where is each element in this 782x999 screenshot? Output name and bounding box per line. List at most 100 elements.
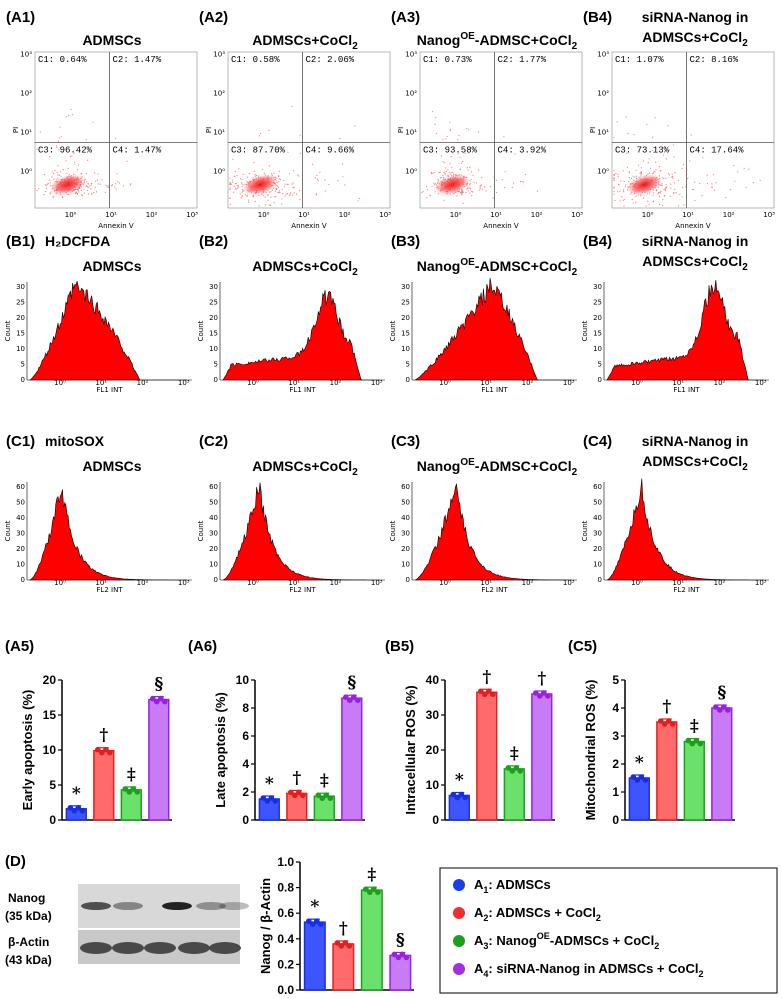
event-dot <box>86 189 88 192</box>
significance-symbol: † <box>482 667 491 687</box>
event-dot <box>442 178 444 180</box>
event-dot <box>232 181 234 183</box>
event-dot <box>450 172 452 174</box>
event-dot <box>252 177 254 179</box>
event-dot <box>453 178 456 180</box>
event-dot <box>299 199 301 201</box>
data-point <box>450 791 457 798</box>
event-dot <box>446 135 448 138</box>
event-dot <box>68 189 70 191</box>
event-dot <box>437 181 439 183</box>
bar <box>628 777 650 821</box>
event-dot <box>58 188 60 190</box>
legend-marker <box>453 963 465 975</box>
event-dot <box>457 139 459 141</box>
event-dot <box>699 182 701 184</box>
event-dot <box>617 176 619 178</box>
event-dot <box>78 186 80 189</box>
x-tick-label: 10² <box>137 579 149 587</box>
y-tick-label: 10² <box>213 90 225 98</box>
nanog-band <box>162 902 192 910</box>
event-dot <box>80 189 82 191</box>
chart-intracellular-ros: (B5) 0 10 20 30 40 Intracellular ROS (%) * † ‡ † <box>385 638 555 827</box>
event-dot <box>73 152 75 154</box>
event-dot <box>664 195 666 197</box>
y-tick-label: 10² <box>20 90 32 98</box>
event-dot <box>269 186 271 188</box>
event-dot <box>453 180 455 182</box>
event-dot <box>650 167 652 169</box>
event-dot <box>118 182 120 184</box>
y-tick-label: 0.6 <box>277 906 294 920</box>
x-tick-label: 10³ <box>571 211 583 219</box>
data-point <box>725 707 731 713</box>
y-tick-label: 10¹ <box>597 129 609 137</box>
event-dot <box>283 186 285 188</box>
event-dot <box>76 176 79 178</box>
event-dot <box>654 117 656 119</box>
event-dot <box>441 183 443 185</box>
event-dot <box>258 205 260 207</box>
event-dot <box>665 186 667 188</box>
histogram-area <box>222 290 380 381</box>
data-point <box>296 789 302 796</box>
bar <box>93 749 115 821</box>
y-axis-title: Intracellular ROS (%) <box>403 685 418 814</box>
event-dot <box>229 182 231 184</box>
event-dot <box>435 184 438 186</box>
y-tick-label: 20 <box>16 314 25 322</box>
event-dot <box>293 192 295 194</box>
panel-label: (C2) <box>199 433 228 450</box>
event-dot <box>644 180 646 182</box>
event-dot <box>357 200 359 202</box>
event-dot <box>281 188 283 190</box>
event-dot <box>442 181 444 183</box>
event-dot <box>291 183 293 185</box>
event-dot <box>246 194 248 196</box>
event-dot <box>647 179 649 181</box>
histogram-area <box>606 279 764 381</box>
event-dot <box>61 196 63 198</box>
event-dot <box>648 184 650 186</box>
quadrant-c3: C3: 73.13% <box>615 145 670 155</box>
event-dot <box>247 189 249 191</box>
event-dot <box>70 108 72 111</box>
event-dot <box>230 183 232 186</box>
event-dot <box>277 191 280 193</box>
event-dot <box>273 196 275 198</box>
x-tick-label: 10³ <box>563 379 575 387</box>
nanog-band <box>196 902 226 910</box>
event-dot <box>446 192 448 194</box>
x-tick-label: 10² <box>330 579 342 587</box>
y-tick-label: 20 <box>401 545 410 553</box>
y-tick-label: 10 <box>236 673 250 687</box>
significance-symbol: ‡ <box>690 717 699 737</box>
event-dot <box>433 184 435 186</box>
y-tick-label: 30 <box>16 283 25 291</box>
event-dot <box>465 192 467 194</box>
event-dot <box>267 178 269 180</box>
event-dot <box>61 184 63 186</box>
event-dot <box>681 167 683 170</box>
event-dot <box>640 193 642 195</box>
y-tick-label: 50 <box>209 498 218 506</box>
event-dot <box>454 174 456 176</box>
event-dot <box>613 174 615 176</box>
event-dot <box>251 186 253 188</box>
event-dot <box>454 191 456 193</box>
event-dot <box>315 193 317 195</box>
event-dot <box>246 181 248 183</box>
event-dot <box>96 179 98 181</box>
event-dot <box>53 196 55 198</box>
chart-label: (C5) <box>568 638 597 655</box>
event-dot <box>452 180 454 182</box>
event-dot <box>443 199 445 201</box>
y-tick-label: 15 <box>401 329 410 337</box>
y-tick-label: 10⁰ <box>20 168 32 176</box>
event-dot <box>114 186 116 188</box>
event-dot <box>453 193 455 195</box>
event-dot <box>635 169 637 171</box>
event-dot <box>243 184 245 186</box>
event-dot <box>114 137 117 139</box>
event-dot <box>616 121 618 123</box>
